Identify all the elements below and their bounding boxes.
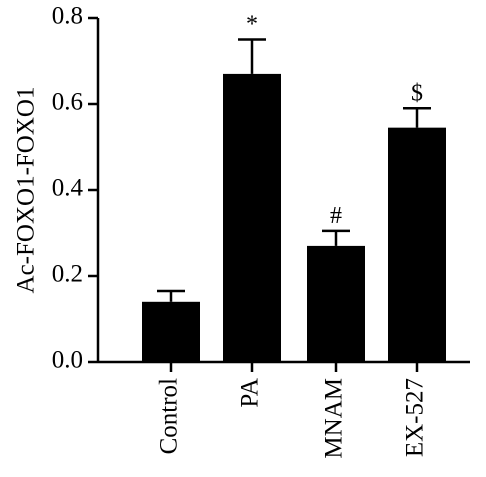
category-label: Control: [156, 378, 183, 454]
category-label: EX-527: [402, 378, 429, 457]
category-label: PA: [237, 378, 264, 408]
bar: [223, 73, 281, 363]
category-labels: Control PA MNAM EX-527: [156, 362, 429, 459]
significance-marker: $: [411, 80, 423, 106]
bar: [142, 301, 200, 362]
y-tick-label: 0.8: [52, 3, 83, 30]
y-axis-label: Ac-FOXO1-FOXO1: [13, 87, 40, 294]
y-tick-label: 0.6: [52, 89, 83, 116]
y-tick-label: 0.4: [52, 175, 84, 202]
significance-marker: *: [246, 12, 258, 38]
bars: * # $: [142, 12, 446, 363]
bar: [307, 245, 365, 362]
y-tick-label: 0.2: [52, 261, 83, 288]
y-ticks: 0.0 0.2 0.4 0.6 0.8: [52, 3, 98, 374]
category-label: MNAM: [321, 378, 348, 459]
y-tick-label: 0.0: [52, 347, 83, 374]
bar: [388, 127, 446, 363]
significance-marker: #: [330, 203, 342, 229]
